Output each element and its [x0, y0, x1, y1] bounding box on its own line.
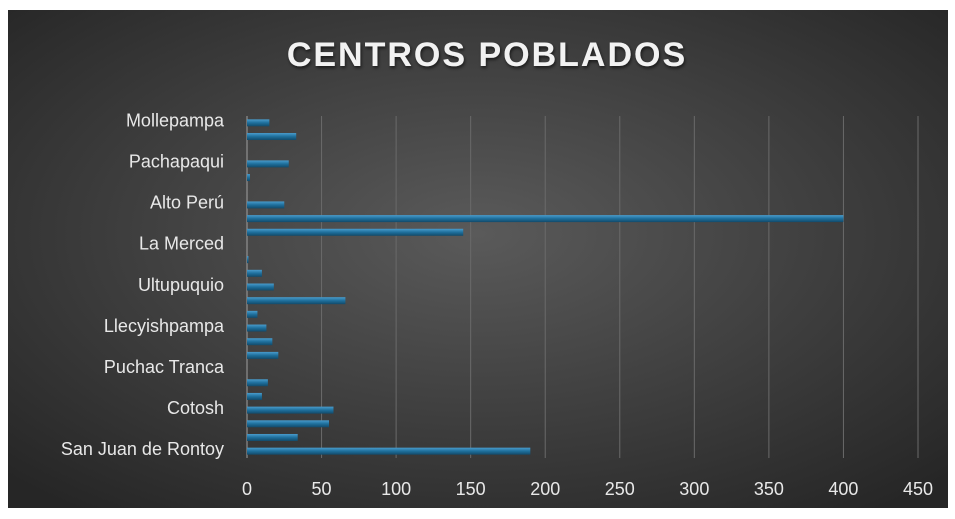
- plot-area: 0 50 100 150 200 250 300 350 400 450 San Juan de R…: [61, 111, 933, 499]
- y-tick-label: Mollepampa: [126, 111, 225, 131]
- bar: [247, 269, 262, 277]
- bar: [247, 379, 268, 387]
- x-tick-label: 300: [679, 479, 709, 499]
- y-tick-label: San Juan de Rontoy: [61, 439, 224, 459]
- x-tick-label: 200: [530, 479, 560, 499]
- bar: [247, 174, 250, 182]
- bar: [247, 447, 531, 455]
- bar: [247, 297, 346, 305]
- bar: [247, 392, 262, 400]
- y-tick-label: La Merced: [139, 234, 224, 254]
- y-tick-label: Ultupuquio: [138, 275, 224, 295]
- bar: [247, 338, 273, 346]
- chart-background: [8, 10, 948, 508]
- x-tick-label: 400: [828, 479, 858, 499]
- y-tick-label: Llecyishpampa: [104, 316, 225, 336]
- x-tick-label: 150: [456, 479, 486, 499]
- bar: [247, 324, 267, 332]
- bar: [247, 215, 844, 223]
- bar: [247, 420, 330, 428]
- x-tick-label: 50: [312, 479, 332, 499]
- y-tick-label: Cotosh: [167, 398, 224, 418]
- bar: [247, 433, 298, 441]
- bar: [247, 133, 297, 141]
- bar: [247, 256, 249, 264]
- x-tick-label: 0: [242, 479, 252, 499]
- x-tick-label: 450: [903, 479, 933, 499]
- bar: [247, 160, 289, 168]
- bar: [247, 201, 285, 209]
- y-tick-label: Pachapaqui: [129, 152, 224, 172]
- bar: [247, 119, 270, 127]
- y-tick-label: Puchac Tranca: [104, 357, 225, 377]
- x-tick-label: 350: [754, 479, 784, 499]
- bar: [247, 351, 279, 359]
- bar: [247, 406, 334, 414]
- chart-title: CENTROS POBLADOS: [287, 36, 687, 74]
- x-tick-label: 250: [605, 479, 635, 499]
- y-tick-label: Alto Perú: [150, 193, 224, 213]
- bar: [247, 310, 258, 318]
- x-tick-label: 100: [381, 479, 411, 499]
- bar: [247, 283, 274, 291]
- bar: [247, 228, 464, 236]
